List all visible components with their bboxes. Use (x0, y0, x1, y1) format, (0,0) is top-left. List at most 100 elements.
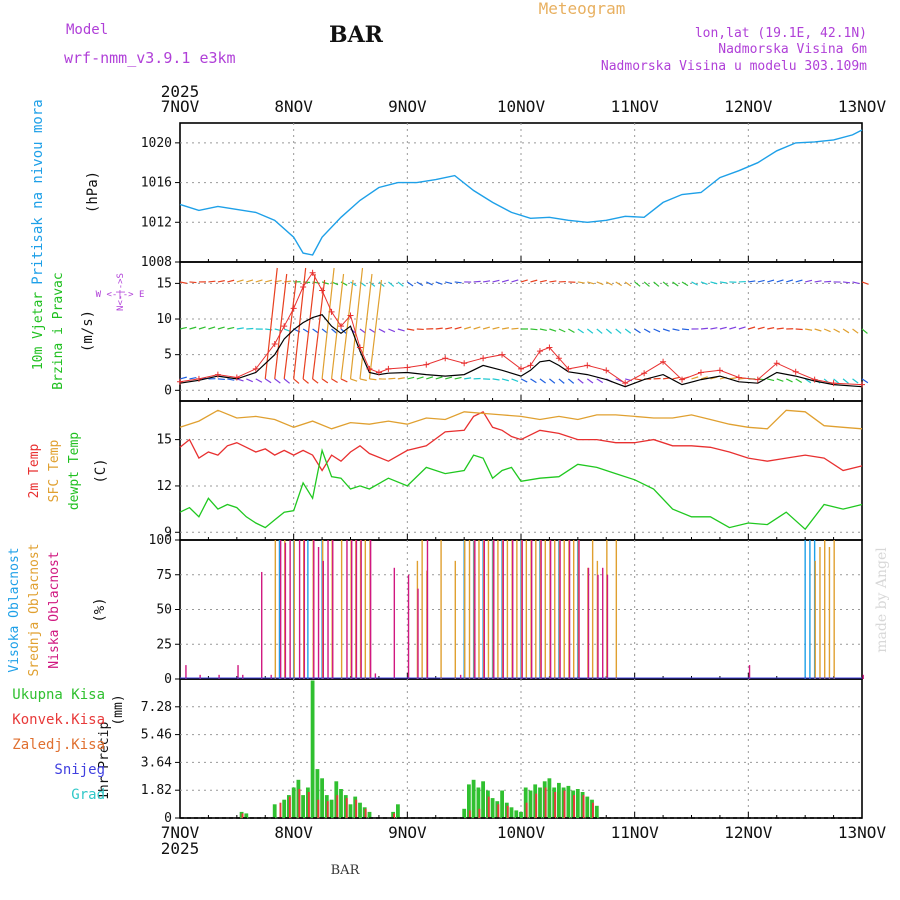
precip-total-bar (500, 790, 504, 818)
precip-total-bar (301, 795, 305, 818)
wind-gust-marker (754, 376, 761, 383)
wind-barb (672, 281, 679, 287)
y-tick-label: 10 (156, 312, 172, 327)
wind-barb (823, 328, 831, 333)
wind-barb (605, 281, 613, 286)
elevation-text: Nadmorska Visina 6m (718, 42, 867, 57)
wind-barb (445, 376, 453, 380)
precip-total-bar (353, 796, 358, 818)
precip-conv-bar (355, 799, 358, 818)
wind-barb (407, 376, 415, 380)
wind-barb (700, 376, 708, 380)
wind-barb (824, 280, 832, 283)
wind-barb (416, 376, 424, 380)
wind-gust-marker (480, 355, 487, 362)
wind-barb (539, 328, 547, 332)
wind-barb (482, 326, 490, 330)
wind-barb (359, 328, 366, 334)
precip-conv-bar (563, 790, 566, 818)
wind-barb (483, 280, 491, 283)
wind-barb (501, 279, 509, 283)
wind-barb (321, 378, 329, 384)
legend-konvek: Konvek.Kisa (12, 712, 105, 728)
year-label-top: 2025 (161, 82, 200, 101)
wind-gust-marker (735, 374, 742, 381)
wind-barb (861, 328, 868, 334)
wind-barb (634, 281, 641, 287)
wind-barb (568, 328, 575, 333)
y-tick-label: 1008 (141, 255, 172, 270)
wind-barb (842, 378, 849, 384)
precip-total-bar (339, 789, 343, 818)
x-tick-label-bottom: 13NOV (838, 823, 887, 842)
wind-barb (454, 281, 462, 284)
wind-barb (577, 281, 585, 284)
precip-total-bar (594, 805, 599, 818)
wind-gust-marker (319, 287, 326, 294)
wind-barb (757, 279, 765, 283)
wind-barb (501, 378, 509, 382)
wind-barb (710, 327, 718, 330)
wind-barb (264, 267, 278, 379)
wind-barb (198, 326, 206, 330)
precip-total-bar (462, 808, 467, 818)
wind-gust-marker (356, 344, 363, 351)
wind-barb (530, 328, 538, 331)
wind-barb (350, 378, 358, 382)
wind-barb (463, 326, 472, 330)
wind-barb (748, 326, 756, 330)
precip-conv-bar (298, 789, 301, 818)
pressure-unit: (hPa) (85, 171, 101, 213)
precip-conv-bar (554, 792, 557, 818)
wind-barb (189, 326, 197, 330)
precip-total-bar (575, 789, 580, 818)
wind-gust-marker (366, 365, 373, 372)
wind-barb (511, 378, 519, 383)
wind-barb (321, 267, 335, 379)
precip-total-bar (538, 787, 542, 818)
wind-barb (246, 378, 253, 383)
wind-barb (340, 378, 348, 383)
wind-barb (520, 378, 528, 383)
wind-gust-marker (461, 360, 468, 367)
wind-barb (842, 281, 851, 284)
wind-barb (454, 326, 462, 330)
wind-barb (208, 326, 216, 330)
wind-gust-marker (309, 269, 316, 276)
wind-barb (454, 376, 462, 380)
temp2m-ylabel: 2m Temp (27, 443, 42, 498)
pressure-ylabel: Pritisak na nivou mora (30, 99, 46, 284)
wind-barb (302, 378, 309, 384)
legend-zaledj: Zaledj.Kisa (12, 737, 105, 753)
wind-gust-marker (271, 340, 278, 347)
dewpt-ylabel: dewpt Temp (67, 432, 82, 510)
wind-barb (549, 328, 557, 332)
panel-frame-wind (179, 261, 863, 402)
wind-barb (236, 279, 244, 283)
wind-barb (662, 281, 669, 287)
precip-total-bar (547, 778, 552, 818)
wind-barb (691, 376, 699, 380)
wind-barb (530, 279, 538, 283)
precip-total-bar (367, 811, 372, 818)
legend-ukupna: Ukupna Kisa (12, 687, 105, 703)
wind-barb (473, 280, 481, 283)
dewpt-line (179, 447, 863, 531)
wind-gust-marker (792, 368, 799, 375)
wind-barb (776, 378, 784, 382)
precip-total-bar (490, 798, 495, 818)
x-tick-label-bottom: 11NOV (611, 823, 660, 842)
wind-barb (710, 281, 718, 285)
temp2m-line (179, 410, 863, 472)
wind-barb (785, 378, 793, 383)
wind-barb (397, 328, 405, 332)
wind-barb (445, 281, 453, 285)
wind-barb (539, 378, 546, 384)
model-elevation-text: Nadmorska Visina u modelu 303.109m (601, 59, 867, 74)
wind-compass: W <-|-> E (96, 290, 145, 300)
wind-barb (587, 281, 595, 285)
y-tick-label: 9 (164, 525, 172, 540)
precip-conv-bar (326, 801, 329, 818)
x-tick-label-top: 11NOV (611, 97, 660, 116)
wind-gust-marker (385, 365, 392, 372)
